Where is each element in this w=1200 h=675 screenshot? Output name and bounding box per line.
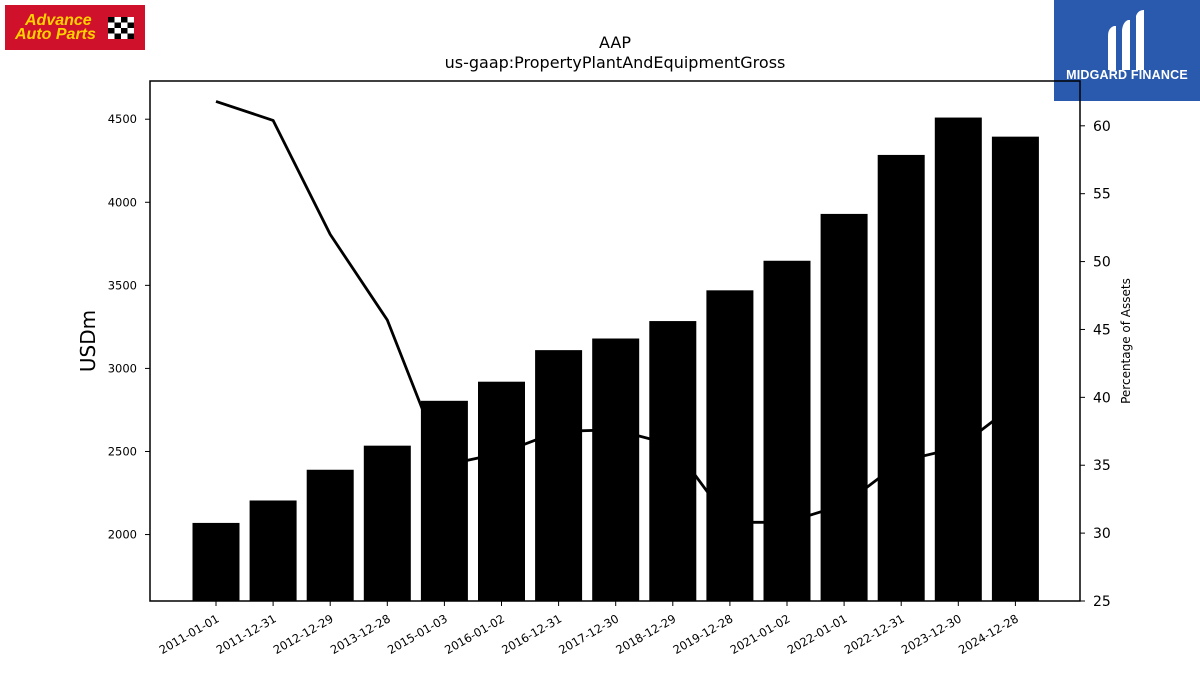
x-tick-label: 2016-12-31 (499, 611, 564, 657)
y2-tick-label: 55 (1093, 187, 1111, 203)
checkered-flag-icon (108, 17, 134, 39)
y2-tick-label: 25 (1093, 594, 1111, 610)
brand-name: MIDGARD FINANCE (1066, 68, 1188, 82)
x-tick-label: 2011-12-31 (214, 611, 279, 657)
x-tick-label: 2016-01-02 (442, 611, 507, 657)
y2-tick-label: 30 (1093, 526, 1111, 542)
plot-frame (149, 80, 1081, 602)
x-axis: 2011-01-012011-12-312012-12-292013-12-28… (157, 601, 1021, 657)
y2-axis-label: Percentage of Assets (1119, 278, 1133, 404)
y2-tick-label: 40 (1093, 390, 1111, 406)
y-tick-label: 4000 (108, 195, 137, 209)
y-axis-left: 2000 2500 3000 3500 4000 4500 (108, 112, 150, 542)
y-tick-label: 3000 (108, 361, 137, 375)
bar-2022-01-01 (820, 213, 868, 601)
bar-2013-12-28 (363, 445, 411, 601)
y-tick-label: 3500 (108, 278, 137, 292)
y-axis-label: USDm (76, 310, 100, 372)
x-tick-label: 2021-01-02 (728, 611, 793, 657)
y2-tick-label: 50 (1093, 255, 1111, 271)
y2-tick-label: 60 (1093, 119, 1111, 135)
x-tick-label: 2017-12-30 (556, 611, 621, 657)
bar-2017-12-30 (592, 338, 640, 601)
bar-2022-12-31 (877, 154, 925, 601)
advance-auto-parts-logo: Advance Auto Parts (5, 5, 145, 50)
x-tick-label: 2024-12-28 (956, 611, 1021, 657)
percentage-of-assets-line (215, 100, 1017, 524)
logo-line-1: Advance (25, 12, 92, 29)
x-tick-label: 2022-01-01 (785, 611, 850, 657)
bar-2011-01-01 (192, 522, 240, 601)
x-tick-label: 2022-12-31 (842, 611, 907, 657)
x-tick-label: 2011-01-01 (157, 611, 222, 657)
bar-2016-12-31 (535, 350, 583, 601)
bar-2023-12-30 (934, 117, 982, 601)
bar-2016-01-02 (478, 381, 525, 601)
bar-2018-12-29 (649, 321, 697, 601)
y-tick-label: 4500 (108, 112, 137, 126)
x-tick-label: 2023-12-30 (899, 611, 964, 657)
bar-2012-12-29 (306, 469, 354, 601)
chart-subtitle: us-gaap:PropertyPlantAndEquipmentGross (445, 53, 786, 72)
midgard-mark-icon (1108, 10, 1144, 70)
y-axis-right: 25 30 35 40 45 50 55 60 (1080, 119, 1111, 610)
bar-2024-12-28 (991, 136, 1039, 601)
x-tick-label: 2018-12-29 (613, 611, 678, 657)
bar-2011-12-31 (249, 500, 297, 601)
y-tick-label: 2500 (108, 444, 137, 458)
x-tick-label: 2012-12-29 (271, 611, 336, 657)
bars-layer (192, 117, 1039, 601)
x-tick-label: 2013-12-28 (328, 611, 393, 657)
y-tick-label: 2000 (108, 528, 137, 542)
line-layer (215, 100, 1017, 524)
logo-line-2: Auto Parts (15, 26, 96, 43)
x-tick-label: 2015-01-03 (385, 611, 450, 657)
y2-tick-label: 45 (1093, 322, 1111, 338)
bar-2021-01-02 (763, 260, 811, 601)
midgard-finance-logo: MIDGARD FINANCE (1054, 0, 1200, 101)
chart-title: AAP (599, 33, 631, 52)
x-tick-label: 2019-12-28 (671, 611, 736, 657)
bar-2019-12-28 (706, 290, 754, 601)
bar-2015-01-03 (420, 400, 468, 601)
y2-tick-label: 35 (1093, 458, 1111, 474)
